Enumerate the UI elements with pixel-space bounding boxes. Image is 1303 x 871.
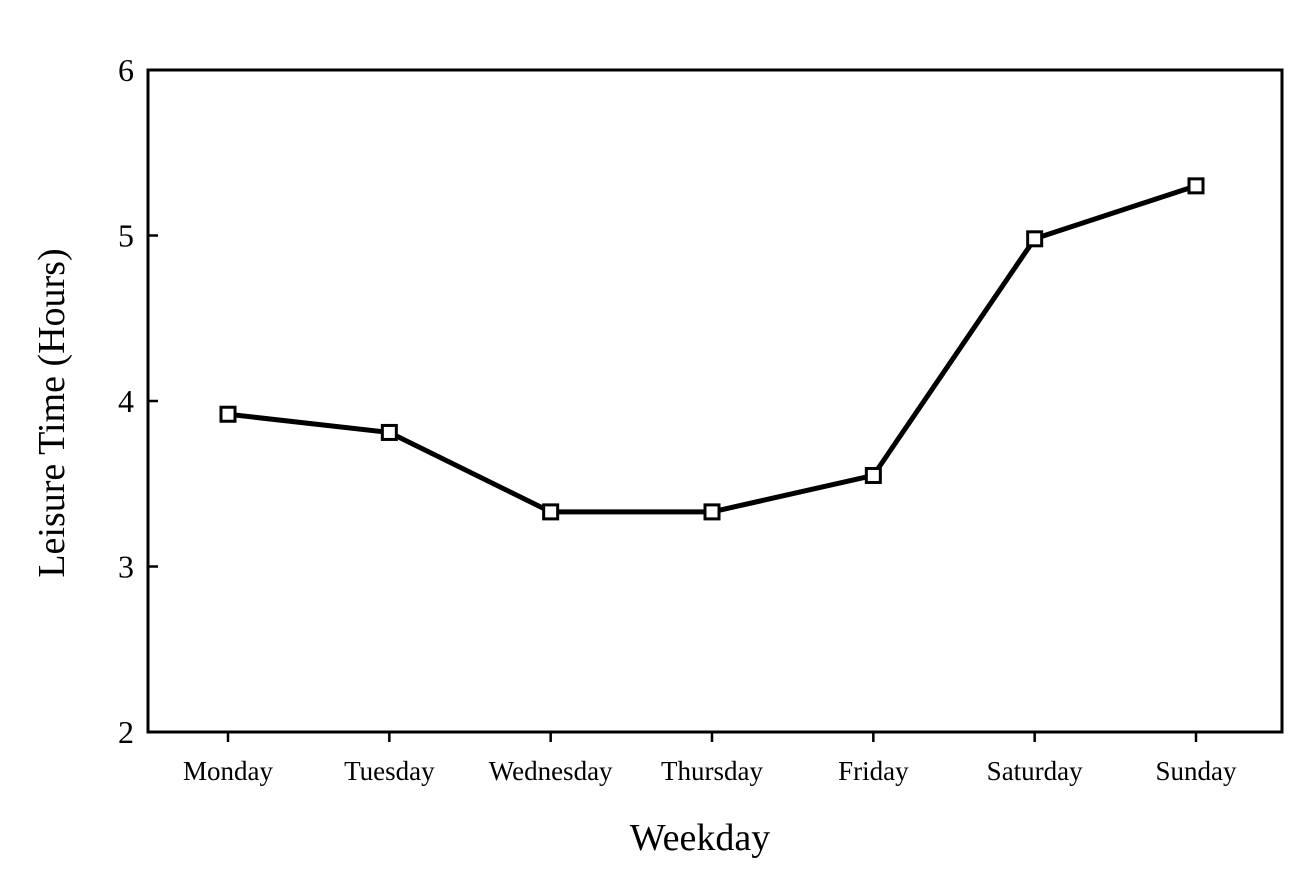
data-point-marker <box>1026 230 1044 248</box>
y-tick-label: 2 <box>118 714 134 750</box>
series-layer <box>219 177 1205 521</box>
data-point-marker <box>864 466 882 484</box>
data-point-marker <box>380 423 398 441</box>
x-axis-title: Weekday <box>630 817 770 859</box>
data-point-marker <box>542 503 560 521</box>
x-tick-label: Friday <box>838 756 909 786</box>
data-point-marker <box>703 503 721 521</box>
x-tick-label: Tuesday <box>344 756 435 786</box>
x-tick-label: Monday <box>183 756 273 786</box>
x-tick-label: Thursday <box>661 756 763 786</box>
y-tick-label: 4 <box>118 383 134 419</box>
y-tick-label: 5 <box>118 218 134 254</box>
y-axis-title: Leisure Time (Hours) <box>31 248 73 577</box>
y-tick-label: 6 <box>118 52 134 88</box>
series-line <box>227 183 1197 515</box>
x-tick-label: Wednesday <box>489 756 613 786</box>
y-tick-label: 3 <box>118 549 134 585</box>
data-point-marker <box>1187 177 1205 195</box>
x-axis-ticks: Monday Tuesday Wednesday Thursday Friday Satu… <box>183 732 1237 786</box>
x-tick-label: Sunday <box>1156 756 1238 786</box>
y-axis-ticks: 2 3 4 5 6 <box>118 52 158 750</box>
data-point-marker <box>219 405 237 423</box>
x-tick-label: Saturday <box>987 756 1083 786</box>
plot-frame <box>146 68 1284 734</box>
